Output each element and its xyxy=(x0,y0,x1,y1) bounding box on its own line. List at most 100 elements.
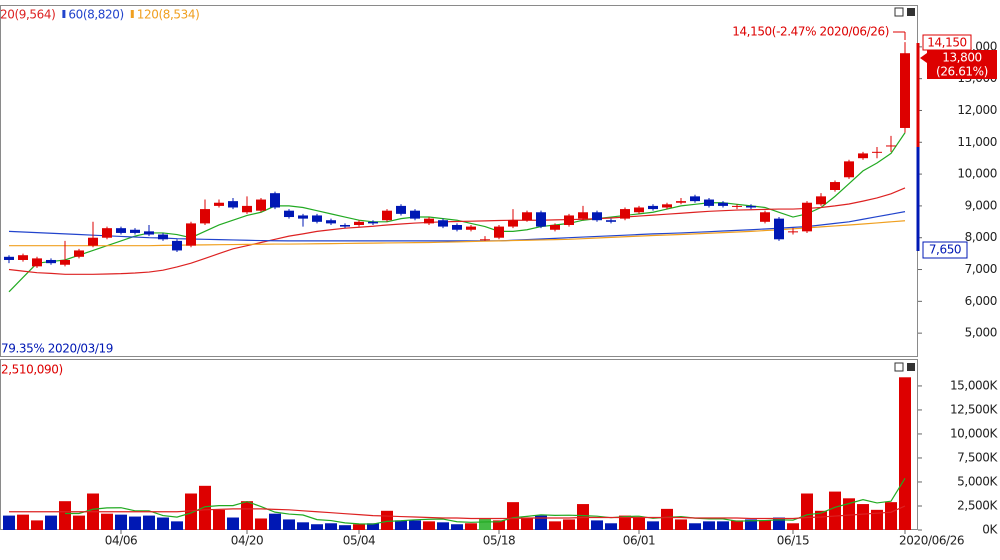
y-tick-label: 6,000 xyxy=(965,294,997,308)
legend-entry: 60(8,820) xyxy=(68,8,123,22)
volume-bar xyxy=(353,524,365,530)
candle-body xyxy=(382,210,392,221)
candle-body xyxy=(466,226,476,230)
volume-bar xyxy=(311,524,323,530)
candle-body xyxy=(872,151,882,153)
volume-bar xyxy=(367,523,379,530)
moving-average-line xyxy=(8,187,906,275)
volume-bar xyxy=(703,521,715,530)
moving-average-line xyxy=(9,505,906,520)
x-tick-label: 04/06 xyxy=(105,534,138,548)
close-button[interactable] xyxy=(907,8,915,16)
volume-bar xyxy=(549,521,561,530)
y-tick-label: 5,000K xyxy=(957,474,998,488)
candle-body xyxy=(424,218,434,224)
chart-layer: 5,000 6,000 7,000 8,000 9,000 10,000 11,000 12,… xyxy=(0,8,999,548)
volume-bar xyxy=(479,518,491,530)
volume-bar xyxy=(759,520,771,530)
candle-body xyxy=(802,202,812,232)
candle-body xyxy=(606,220,616,222)
current-price-label: 13,800 xyxy=(942,51,982,65)
volume-bar xyxy=(437,522,449,530)
volume-bar xyxy=(171,521,183,530)
y-tick-label: 7,000 xyxy=(965,262,997,276)
volume-bar xyxy=(129,516,141,530)
candle-body xyxy=(830,182,840,190)
candle-body xyxy=(60,259,70,265)
volume-bar xyxy=(647,521,659,530)
candle-body xyxy=(592,212,602,221)
volume-bar xyxy=(829,491,841,530)
candle-body xyxy=(368,221,378,224)
candle-body xyxy=(788,231,798,233)
x-tick-label: 05/04 xyxy=(343,534,376,548)
candle-body xyxy=(200,209,210,224)
candle-body xyxy=(676,201,686,203)
y-tick-label: 7,500K xyxy=(957,450,998,464)
volume-bar xyxy=(787,523,799,530)
price-plot xyxy=(4,42,910,293)
candle-body xyxy=(74,250,84,257)
candle-body xyxy=(886,145,896,147)
volume-bar xyxy=(661,508,673,530)
candle-body xyxy=(228,201,238,208)
candle-body xyxy=(158,234,168,240)
volume-bar xyxy=(717,521,729,530)
y-tick-label: 9,000 xyxy=(965,198,997,212)
volume-bar xyxy=(17,514,29,530)
candle-body xyxy=(4,256,14,260)
candle-body xyxy=(690,196,700,202)
x-tick-label: 2020/06/26 xyxy=(899,534,964,548)
volume-bar xyxy=(521,517,533,530)
candle-body xyxy=(312,215,322,222)
candle-body xyxy=(242,205,252,213)
maximize-button[interactable] xyxy=(894,7,904,17)
volume-bar xyxy=(619,515,631,530)
candle-body xyxy=(256,199,266,211)
volume-bar xyxy=(689,523,701,530)
volume-bar xyxy=(409,520,421,530)
volume-bar xyxy=(871,509,883,530)
volume-bar xyxy=(591,520,603,530)
y-tick-label: 8,000 xyxy=(965,230,997,244)
volume-bar xyxy=(283,519,295,530)
volume-bar xyxy=(269,513,281,530)
volume-bar xyxy=(31,520,43,530)
candle-body xyxy=(410,210,420,219)
candle-body xyxy=(858,153,868,159)
volume-bar xyxy=(255,518,267,530)
volume-bar xyxy=(381,510,393,530)
candle-body xyxy=(144,231,154,235)
volume-bar xyxy=(857,504,869,530)
candle-body xyxy=(186,223,196,246)
candle-body xyxy=(536,212,546,227)
candle-body xyxy=(340,224,350,227)
volume-bar xyxy=(59,501,71,530)
change-rate-label: (26.61%) xyxy=(936,65,988,79)
current-price-pointer xyxy=(920,53,927,63)
maximize-button[interactable] xyxy=(894,362,904,372)
x-tick-label: 04/20 xyxy=(231,534,264,548)
y-tick-label: 2,500K xyxy=(957,498,998,512)
current-price-box xyxy=(927,50,997,79)
volume-bar xyxy=(465,523,477,530)
low-price-box xyxy=(922,241,968,259)
candle-body xyxy=(508,220,518,227)
candle-body xyxy=(760,212,770,222)
candle-body xyxy=(284,210,294,218)
close-button[interactable] xyxy=(907,363,915,371)
volume-bar xyxy=(885,502,897,530)
candle-body xyxy=(816,196,826,205)
volume-bar xyxy=(605,523,617,530)
volume-bar xyxy=(297,522,309,530)
volume-bar xyxy=(45,515,57,530)
volume-bar xyxy=(843,498,855,530)
x-tick-label: 06/01 xyxy=(623,534,656,548)
volume-bar xyxy=(451,524,463,530)
candle-body xyxy=(718,202,728,206)
candle-body xyxy=(480,239,490,241)
volume-bar xyxy=(241,501,253,530)
volume-bar xyxy=(507,502,519,530)
